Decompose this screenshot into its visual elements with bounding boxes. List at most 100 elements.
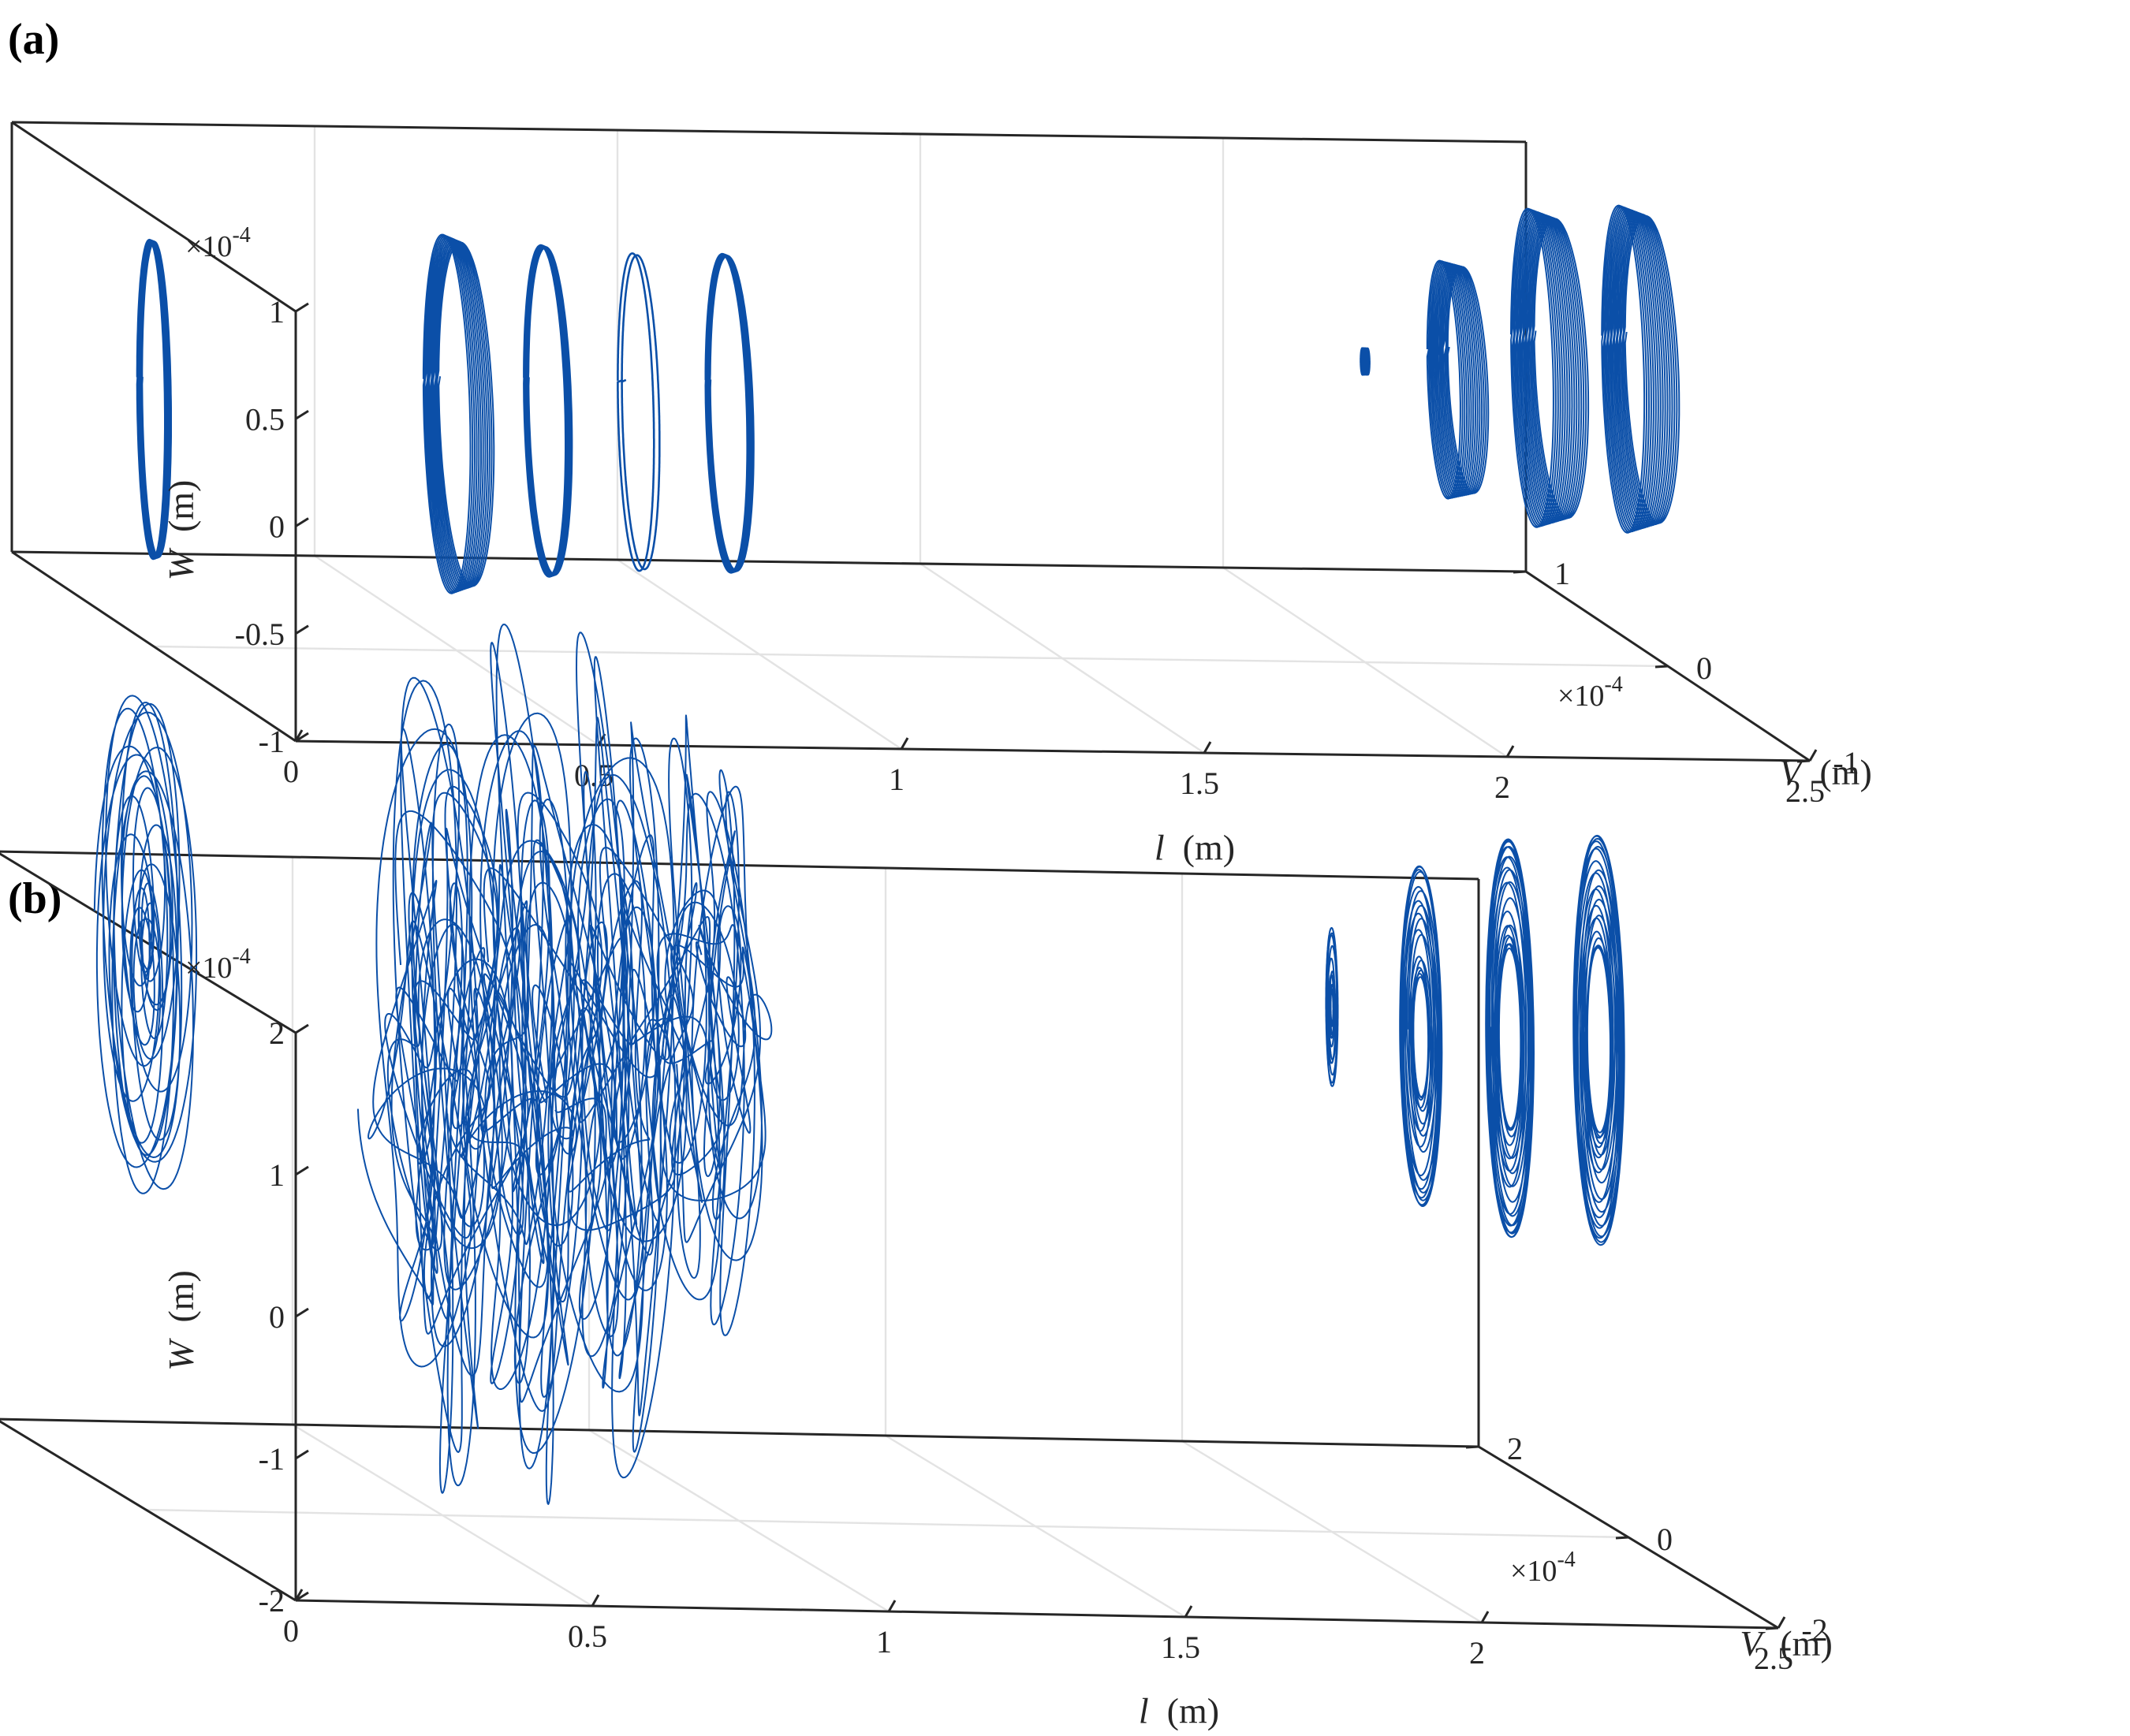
x-tick-label: 2 bbox=[1469, 1635, 1485, 1671]
z-tick-label: 2 bbox=[269, 1015, 285, 1051]
z-tick-label: 0.5 bbox=[245, 401, 285, 437]
z-tick-mark bbox=[295, 732, 309, 743]
x-tick-mark bbox=[887, 1600, 897, 1612]
z-tick-label: -0.5 bbox=[235, 617, 285, 652]
z-tick-label: 1 bbox=[269, 294, 285, 330]
y-tick-label: -2 bbox=[1801, 1612, 1827, 1648]
top-back-edge bbox=[0, 850, 1479, 881]
panel-a-orbit-l-2 bbox=[1360, 347, 1371, 376]
x-axis-line bbox=[295, 739, 1811, 762]
z-tick-mark bbox=[295, 1165, 309, 1176]
panel-a-orbit-l-2.3 bbox=[1510, 207, 1590, 528]
z-tick-mark bbox=[295, 302, 309, 313]
floor-back-edge bbox=[11, 550, 1527, 573]
y-tick-mark bbox=[1615, 1536, 1629, 1540]
panel-b-axes-box bbox=[0, 850, 1779, 1630]
panel-a-orbit-l-0.5 bbox=[422, 233, 495, 594]
y-tick-label: -1 bbox=[1833, 745, 1859, 780]
panel-a-z-axis-label: W (m) bbox=[161, 480, 201, 581]
z-tick-mark bbox=[295, 1023, 309, 1034]
x-tick-label: 2.5 bbox=[1754, 1641, 1793, 1676]
x-tick-label: 1.5 bbox=[1161, 1630, 1200, 1665]
panel-a: (a) 0 0.5 1 1.5 2 2.5-101-1-0.500.51 l (m) V … bbox=[8, 15, 1872, 868]
floor-left-edge bbox=[0, 1420, 297, 1602]
z-tick-label: 1 bbox=[269, 1157, 285, 1193]
panel-b-orbit-l-2 bbox=[1325, 926, 1339, 1087]
panel-b-z-axis-label: W (m) bbox=[161, 1270, 201, 1371]
floor-left-edge bbox=[11, 550, 297, 743]
y-tick-label: 2 bbox=[1507, 1431, 1523, 1466]
panel-a-y-multiplier: ×10-4 bbox=[1557, 672, 1623, 713]
panel-b-orbit-l-0.8 bbox=[539, 631, 694, 1479]
z-tick-mark bbox=[295, 1591, 309, 1602]
panel-a-data bbox=[136, 204, 1680, 594]
z-tick-label: -1 bbox=[259, 1441, 285, 1477]
x-tick-mark bbox=[1777, 1616, 1786, 1629]
panel-b-orbit-l-0.95 bbox=[629, 714, 773, 1336]
panel-b-y-axis-label: V (m) bbox=[1740, 1623, 1833, 1663]
top-back-edge bbox=[11, 121, 1527, 143]
y-tick-label: 1 bbox=[1554, 556, 1570, 591]
z-tick-mark bbox=[295, 517, 309, 527]
floor-grid-line bbox=[153, 645, 1669, 668]
x-tick-mark bbox=[1184, 1605, 1193, 1618]
panel-a-label: (a) bbox=[8, 15, 59, 64]
panel-a-orbit-l-2.45 bbox=[1601, 204, 1680, 534]
panel-a-orbit-l-0.95 bbox=[704, 252, 755, 574]
panel-b-z-multiplier: ×10-4 bbox=[185, 944, 251, 985]
x-tick-mark bbox=[591, 1594, 600, 1607]
x-tick-label: 1 bbox=[876, 1624, 892, 1660]
x-tick-mark bbox=[1480, 1611, 1490, 1623]
z-tick-mark bbox=[295, 409, 309, 420]
top-left-edge bbox=[0, 852, 297, 1034]
x-tick-label: 0 bbox=[283, 754, 299, 789]
z-tick-label: -1 bbox=[259, 724, 285, 759]
z-tick-mark bbox=[295, 1307, 309, 1318]
panel-b-orbit-l-0.5 bbox=[356, 676, 529, 1494]
panel-a-x-axis-label: l (m) bbox=[1155, 828, 1235, 868]
z-tick-label: -2 bbox=[259, 1583, 285, 1619]
panel-b-orbit-l-0 bbox=[93, 695, 198, 1194]
floor-back-edge bbox=[0, 1417, 1479, 1448]
z-tick-label: 0 bbox=[269, 509, 285, 545]
panel-b-x-axis-label: l (m) bbox=[1139, 1691, 1219, 1731]
panel-a-z-multiplier: ×10-4 bbox=[185, 223, 251, 263]
x-tick-label: 0.5 bbox=[568, 1619, 607, 1654]
top-left-edge bbox=[11, 121, 297, 313]
x-tick-mark bbox=[1505, 745, 1515, 758]
panel-a-orbit-l-0.65 bbox=[523, 244, 573, 578]
panel-a-orbit-l-0 bbox=[136, 238, 172, 561]
panel-b-grid bbox=[0, 857, 1779, 1630]
x-tick-label: 1.5 bbox=[1180, 766, 1219, 801]
y-tick-mark bbox=[1654, 665, 1669, 669]
x-tick-label: 2 bbox=[1494, 769, 1510, 805]
y-tick-label: 0 bbox=[1696, 650, 1712, 686]
panel-b-orbit-l-2.3 bbox=[1485, 838, 1535, 1239]
x-axis-line bbox=[295, 1599, 1779, 1630]
panel-b-orbit-l-2.15 bbox=[1399, 865, 1443, 1207]
x-tick-mark bbox=[1808, 749, 1818, 762]
panel-b-orbit-l-0.65 bbox=[446, 624, 616, 1505]
x-tick-mark bbox=[900, 737, 909, 750]
z-tick-mark bbox=[295, 624, 309, 635]
y-tick-mark bbox=[1765, 1626, 1779, 1630]
y-tick-mark bbox=[1796, 759, 1811, 763]
floor-grid-line bbox=[145, 1508, 1629, 1539]
panel-a-orbit-l-0.8 bbox=[617, 252, 661, 572]
panel-b-label: (b) bbox=[8, 874, 62, 923]
z-tick-mark bbox=[295, 1449, 309, 1460]
panel-b-y-multiplier: ×10-4 bbox=[1510, 1548, 1576, 1588]
x-tick-mark bbox=[1203, 741, 1212, 754]
x-tick-label: 0 bbox=[283, 1613, 299, 1648]
x-tick-label: 2.5 bbox=[1785, 773, 1825, 809]
panel-b-data bbox=[93, 624, 1625, 1505]
z-tick-label: 0 bbox=[269, 1299, 285, 1335]
panel-b-orbit-l-2.45 bbox=[1572, 834, 1625, 1246]
panel-a-y-axis-label: V (m) bbox=[1779, 752, 1872, 792]
panel-a-orbit-l-2.15 bbox=[1426, 259, 1490, 500]
x-tick-label: 1 bbox=[889, 762, 905, 797]
y-tick-label: 0 bbox=[1657, 1522, 1673, 1557]
